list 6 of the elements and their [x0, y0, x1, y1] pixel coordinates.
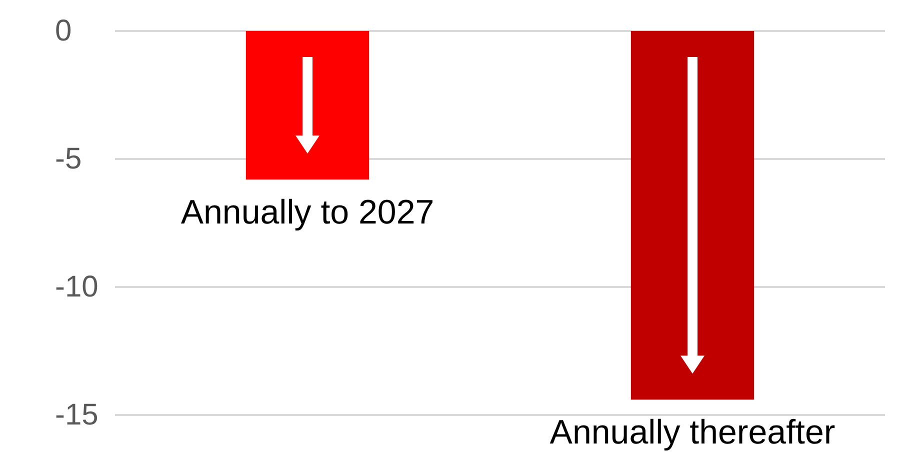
x-tick-label: Annually thereafter: [550, 414, 836, 452]
x-tick-label: Annually to 2027: [180, 193, 434, 232]
y-tick-label: -15: [55, 398, 98, 432]
y-tick-label: -5: [55, 142, 82, 176]
y-tick-label: -10: [55, 270, 98, 304]
y-tick-label: 0: [55, 14, 72, 48]
